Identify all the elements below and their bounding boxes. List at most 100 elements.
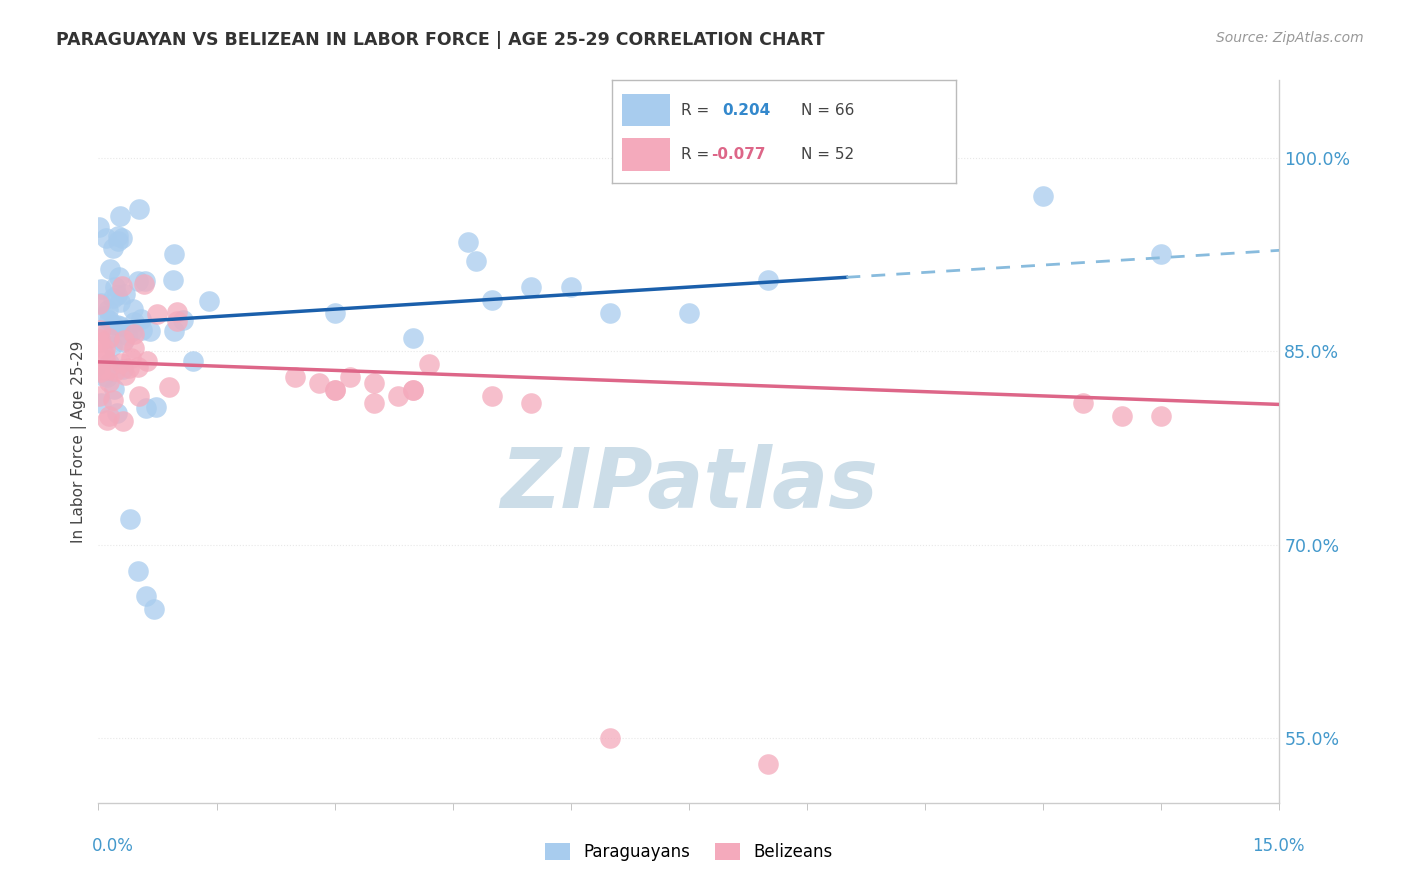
- Point: [387, 389, 409, 403]
- Point: [1150, 247, 1173, 261]
- Point: [284, 370, 307, 384]
- Point: [89, 220, 111, 235]
- Point: [107, 234, 129, 248]
- Point: [110, 295, 132, 310]
- Point: [93, 309, 115, 323]
- Text: 0.0%: 0.0%: [91, 837, 134, 855]
- Point: [127, 274, 149, 288]
- Text: PARAGUAYAN VS BELIZEAN IN LABOR FORCE | AGE 25-29 CORRELATION CHART: PARAGUAYAN VS BELIZEAN IN LABOR FORCE | …: [56, 31, 825, 49]
- Point: [104, 363, 127, 377]
- Point: [97, 356, 120, 370]
- Point: [599, 731, 621, 746]
- Point: [101, 392, 124, 407]
- Point: [138, 324, 160, 338]
- Point: [112, 362, 135, 376]
- Point: [142, 602, 165, 616]
- Point: [181, 354, 204, 368]
- Point: [323, 383, 346, 397]
- Point: [122, 315, 145, 329]
- Point: [162, 273, 184, 287]
- Legend: Paraguayans, Belizeans: Paraguayans, Belizeans: [538, 837, 839, 868]
- Text: 0.204: 0.204: [721, 103, 770, 118]
- Text: 15.0%: 15.0%: [1253, 837, 1305, 855]
- Y-axis label: In Labor Force | Age 25-29: In Labor Force | Age 25-29: [72, 341, 87, 542]
- Point: [465, 253, 488, 268]
- Point: [94, 230, 117, 244]
- Point: [127, 564, 149, 578]
- Point: [121, 324, 143, 338]
- Bar: [621, 137, 671, 170]
- Point: [118, 361, 141, 376]
- Point: [103, 382, 125, 396]
- Point: [96, 369, 118, 384]
- Point: [323, 383, 346, 397]
- Point: [145, 400, 167, 414]
- Point: [481, 293, 503, 307]
- Point: [117, 327, 139, 342]
- Point: [101, 291, 124, 305]
- Text: N = 52: N = 52: [801, 146, 855, 161]
- Point: [89, 323, 111, 337]
- Point: [91, 369, 114, 384]
- Point: [90, 396, 112, 410]
- Point: [402, 331, 425, 345]
- Point: [166, 304, 188, 318]
- Point: [560, 279, 582, 293]
- Text: -0.077: -0.077: [711, 146, 766, 161]
- Point: [1071, 396, 1094, 410]
- Bar: [621, 94, 671, 127]
- Point: [105, 407, 128, 421]
- Point: [599, 305, 621, 319]
- Point: [339, 370, 361, 384]
- Point: [172, 313, 194, 327]
- Text: ZIPatlas: ZIPatlas: [501, 444, 877, 525]
- Point: [114, 286, 136, 301]
- Point: [101, 241, 124, 255]
- Point: [134, 274, 156, 288]
- Point: [97, 409, 120, 424]
- Point: [122, 327, 145, 342]
- Point: [101, 338, 124, 352]
- Point: [111, 231, 134, 245]
- Point: [127, 359, 149, 374]
- Point: [96, 363, 118, 377]
- Point: [402, 383, 425, 397]
- Point: [128, 202, 150, 217]
- Text: N = 66: N = 66: [801, 103, 855, 118]
- Text: R =: R =: [681, 103, 714, 118]
- Point: [418, 357, 440, 371]
- Point: [402, 383, 425, 397]
- Point: [107, 318, 129, 333]
- Point: [135, 401, 157, 416]
- Point: [1032, 189, 1054, 203]
- Point: [110, 210, 132, 224]
- Point: [89, 363, 111, 377]
- Point: [89, 332, 111, 346]
- Point: [135, 590, 157, 604]
- Point: [110, 356, 132, 370]
- Point: [111, 279, 134, 293]
- Point: [363, 396, 385, 410]
- Point: [136, 354, 159, 368]
- Point: [457, 235, 479, 249]
- Point: [166, 314, 188, 328]
- Point: [107, 229, 129, 244]
- Point: [97, 331, 120, 345]
- Point: [134, 277, 156, 292]
- Point: [678, 305, 700, 319]
- Text: Source: ZipAtlas.com: Source: ZipAtlas.com: [1216, 31, 1364, 45]
- Point: [98, 262, 121, 277]
- Point: [122, 342, 145, 356]
- Point: [111, 335, 134, 350]
- Point: [363, 376, 385, 391]
- Point: [323, 305, 346, 319]
- Point: [89, 389, 111, 403]
- Point: [756, 757, 779, 772]
- Point: [163, 246, 186, 260]
- Point: [94, 327, 117, 342]
- Point: [520, 279, 543, 293]
- Point: [97, 302, 120, 317]
- Point: [90, 296, 112, 310]
- Point: [105, 288, 128, 302]
- Point: [96, 413, 118, 427]
